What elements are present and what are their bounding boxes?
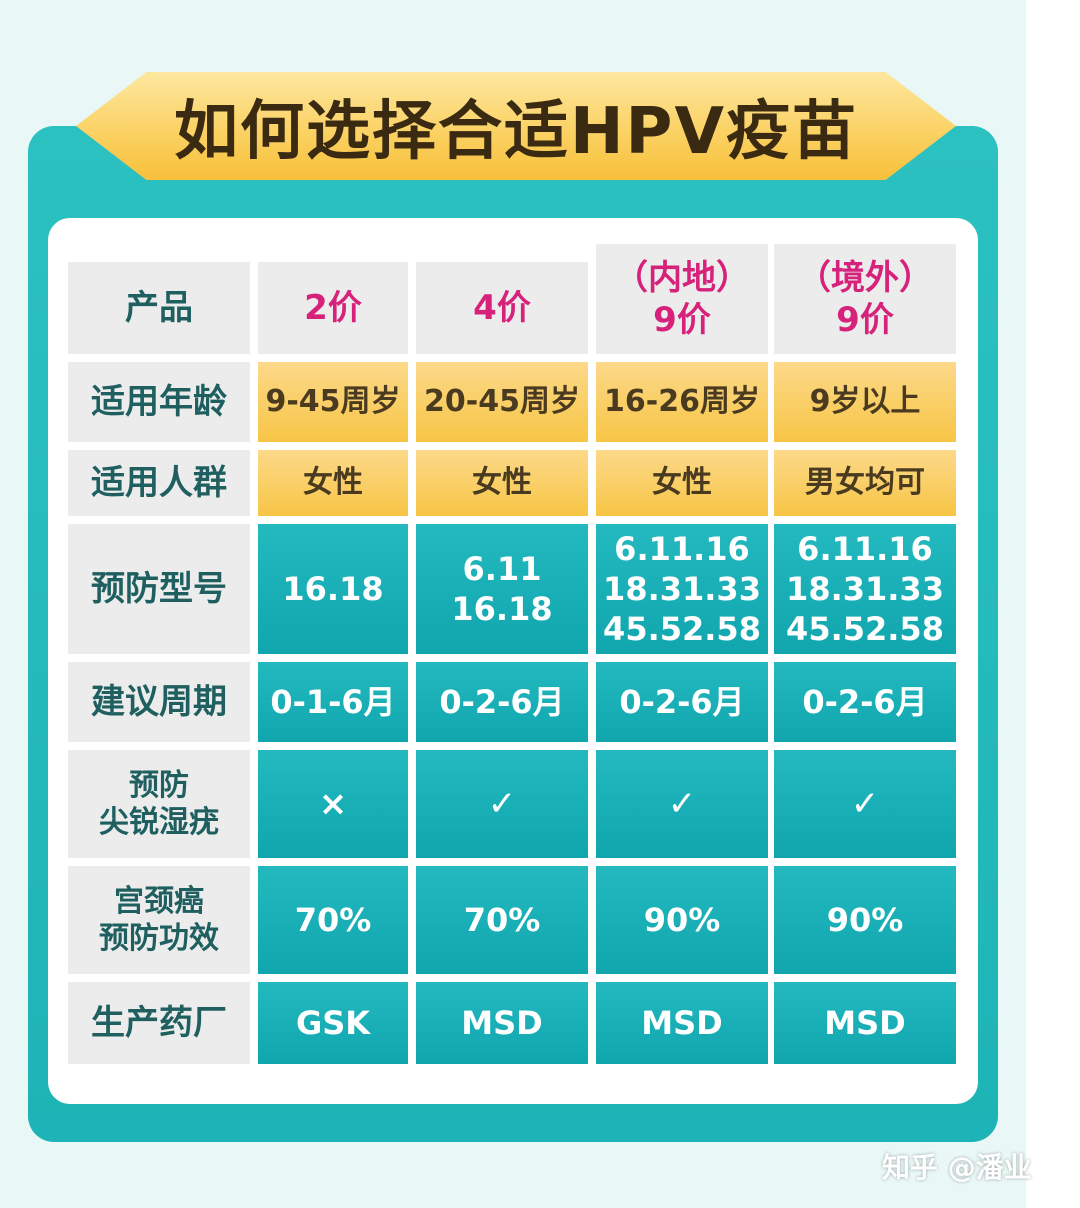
row-label-maker: 生产药厂 [68, 982, 250, 1064]
maker-2v: GSK [258, 982, 408, 1064]
types-9v-overseas: 6.11.16 18.31.33 45.52.58 [774, 524, 956, 654]
population-4v: 女性 [416, 450, 588, 516]
efficacy-4v: 70% [416, 866, 588, 974]
maker-9v-overseas: MSD [774, 982, 956, 1064]
product-9v-overseas: （境外） 9价 [774, 244, 956, 354]
warts-9v-overseas-check-icon: ✓ [774, 750, 956, 858]
types-9v-mainland: 6.11.16 18.31.33 45.52.58 [596, 524, 768, 654]
row-label-population: 适用人群 [68, 450, 250, 516]
row-label-efficacy: 宫颈癌 预防功效 [68, 866, 250, 974]
age-2v: 9-45周岁 [258, 362, 408, 442]
cycle-2v: 0-1-6月 [258, 662, 408, 742]
warts-4v-check-icon: ✓ [416, 750, 588, 858]
types-2v: 16.18 [258, 524, 408, 654]
page-title: 如何选择合适HPV疫苗 [174, 95, 858, 169]
efficacy-9v-mainland: 90% [596, 866, 768, 974]
types-4v: 6.11 16.18 [416, 524, 588, 654]
row-label-warts: 预防 尖锐湿疣 [68, 750, 250, 858]
age-9v-overseas: 9岁以上 [774, 362, 956, 442]
cycle-4v: 0-2-6月 [416, 662, 588, 742]
population-9v-mainland: 女性 [596, 450, 768, 516]
efficacy-2v: 70% [258, 866, 408, 974]
maker-4v: MSD [416, 982, 588, 1064]
row-label-age: 适用年龄 [68, 362, 250, 442]
warts-9v-mainland-check-icon: ✓ [596, 750, 768, 858]
efficacy-9v-overseas: 90% [774, 866, 956, 974]
product-4v: 4价 [416, 262, 588, 354]
product-2v: 2价 [258, 262, 408, 354]
row-label-types: 预防型号 [68, 524, 250, 654]
population-2v: 女性 [258, 450, 408, 516]
age-9v-mainland: 16-26周岁 [596, 362, 768, 442]
cycle-9v-mainland: 0-2-6月 [596, 662, 768, 742]
row-label-cycle: 建议周期 [68, 662, 250, 742]
title-banner: 如何选择合适HPV疫苗 [76, 72, 956, 180]
product-9v-mainland: （内地） 9价 [596, 244, 768, 354]
cycle-9v-overseas: 0-2-6月 [774, 662, 956, 742]
age-4v: 20-45周岁 [416, 362, 588, 442]
comparison-table: 产品 2价 4价 （内地） 9价 （境外） 9价 适用年龄 9-45周岁 20-… [48, 218, 978, 1104]
maker-9v-mainland: MSD [596, 982, 768, 1064]
row-label-product: 产品 [68, 262, 250, 354]
population-9v-overseas: 男女均可 [774, 450, 956, 516]
watermark: 知乎 @潘业 [882, 1151, 1032, 1184]
warts-2v-cross-icon: × [258, 750, 408, 858]
right-margin-strip [1026, 0, 1080, 1208]
